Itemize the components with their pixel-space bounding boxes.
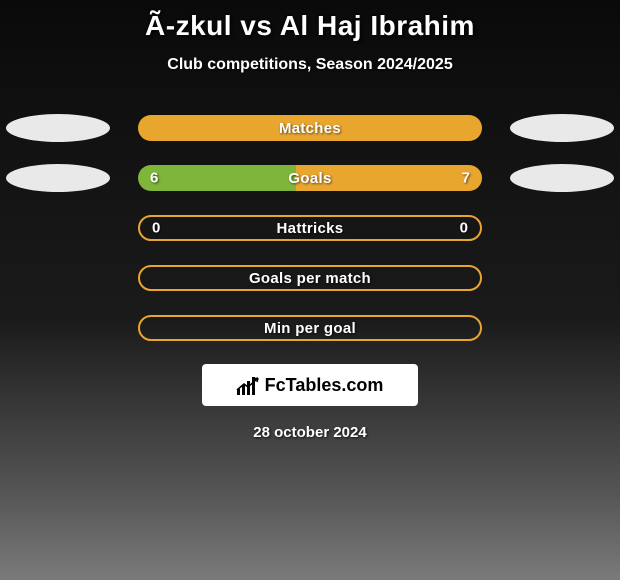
logo-text: FcTables.com [265,375,384,396]
page-subtitle: Club competitions, Season 2024/2025 [167,56,452,74]
value-left: 6 [150,170,158,187]
stats-rows: Matches 6 7 Goals 0 0 Hattricks Goals per match… [0,114,620,342]
stat-row: Goals per match [0,264,620,292]
value-left: 0 [152,220,160,237]
stat-pill: Min per goal [138,315,482,341]
stat-row: 6 7 Goals [0,164,620,192]
right-ellipse [510,114,614,142]
fill-left [138,165,296,191]
stat-label: Goals [288,170,331,187]
stat-label: Matches [279,120,341,137]
right-ellipse [510,164,614,192]
stat-pill: Goals per match [138,265,482,291]
value-right: 0 [460,220,468,237]
trend-line-icon [236,377,260,391]
stat-pill: Matches [138,115,482,141]
stat-pill: 6 7 Goals [138,165,482,191]
stat-row: 0 0 Hattricks [0,214,620,242]
stat-label: Min per goal [264,320,356,337]
stat-label: Hattricks [277,220,344,237]
barchart-icon [237,375,259,395]
logo-prefix: Fc [265,375,286,395]
stat-pill: 0 0 Hattricks [138,215,482,241]
left-ellipse [6,114,110,142]
value-right: 7 [462,170,470,187]
page-title: Ã-zkul vs Al Haj Ibrahim [145,10,475,42]
logo-box[interactable]: FcTables.com [202,364,418,406]
stat-row: Min per goal [0,314,620,342]
main-content: Ã-zkul vs Al Haj Ibrahim Club competitio… [0,0,620,580]
date-label: 28 october 2024 [253,424,366,441]
left-ellipse [6,164,110,192]
stat-label: Goals per match [249,270,371,287]
stat-row: Matches [0,114,620,142]
logo-suffix: Tables.com [286,375,384,395]
